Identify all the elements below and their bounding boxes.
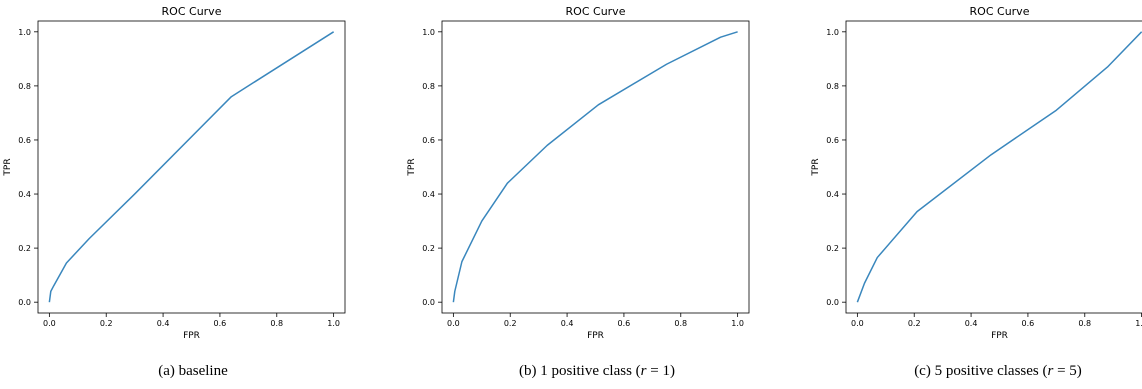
y-tick-label: 1.0 [18, 28, 31, 37]
roc-curve-line [48, 31, 335, 303]
x-tick-label: 0.4 [561, 319, 574, 328]
y-tick-label: 1.0 [826, 28, 839, 37]
x-tick-label: 0.8 [674, 319, 687, 328]
y-tick-label: 0.2 [18, 244, 31, 253]
caption-text: (b) 1 positive class ( [519, 363, 641, 379]
x-tick-label: 0.2 [504, 319, 517, 328]
x-tick-label: 1.0 [1135, 319, 1142, 328]
y-tick-label: 0.8 [18, 82, 31, 91]
roc-panel-1: ROC Curve 0.0 0.2 0.4 0.6 0.8 1.0 0.0 0.2 0.4 0.6 0… [3, 5, 346, 379]
x-axis-label: FPR [183, 331, 200, 341]
chart-title: ROC Curve [970, 5, 1030, 18]
y-axis-label: TPR [3, 158, 13, 176]
y-tick-label: 0.4 [18, 190, 31, 199]
y-tick-label: 0.6 [422, 136, 435, 145]
roc-curve-line [856, 31, 1142, 303]
panel-caption: (c) 5 positive classes (r = 5) [914, 363, 1082, 379]
plot-frame [845, 20, 1142, 314]
panel-caption: (b) 1 positive class (r = 1) [519, 363, 675, 379]
roc-curve-line [452, 31, 738, 303]
x-tick-label: 0.6 [1022, 319, 1035, 328]
x-tick-label: 0.4 [157, 319, 170, 328]
x-tick-label: 0.2 [100, 319, 113, 328]
chart-title: ROC Curve [566, 5, 626, 18]
x-axis-label: FPR [991, 331, 1008, 341]
y-tick-label: 0.0 [18, 298, 31, 307]
x-axis-label: FPR [587, 331, 604, 341]
x-tick-label: 0.8 [1078, 319, 1091, 328]
x-tick-label: 0.0 [43, 319, 56, 328]
panel-caption: (a) baseline [158, 363, 228, 379]
x-tick-label: 0.0 [851, 319, 864, 328]
caption-variable: r [1047, 363, 1053, 379]
y-tick-label: 0.2 [422, 244, 435, 253]
y-axis-label: TPR [811, 158, 821, 176]
plot-frame [37, 20, 346, 314]
roc-panel-2: ROC Curve 0.0 0.2 0.4 0.6 0.8 1.0 0.0 0.2 0.4 0.6 0… [407, 5, 750, 379]
x-tick-label: 0.6 [214, 319, 227, 328]
caption-variable: r [641, 363, 647, 379]
x-tick-label: 0.0 [447, 319, 460, 328]
x-tick-label: 0.4 [965, 319, 978, 328]
chart-title: ROC Curve [162, 5, 222, 18]
roc-panel-3: ROC Curve 0.0 0.2 0.4 0.6 0.8 1.0 0.0 0.2 0.4 0.6 0… [811, 5, 1142, 379]
y-tick-label: 0.4 [422, 190, 435, 199]
y-tick-label: 0.6 [826, 136, 839, 145]
y-tick-label: 1.0 [422, 28, 435, 37]
y-tick-label: 0.2 [826, 244, 839, 253]
y-tick-label: 0.4 [826, 190, 839, 199]
x-tick-label: 0.6 [618, 319, 631, 328]
y-tick-label: 0.0 [422, 298, 435, 307]
caption-text: (a) baseline [158, 363, 228, 379]
caption-suffix: = 5) [1053, 363, 1081, 379]
x-tick-label: 1.0 [731, 319, 744, 328]
y-tick-label: 0.8 [422, 82, 435, 91]
y-axis-label: TPR [407, 158, 417, 176]
y-tick-label: 0.8 [826, 82, 839, 91]
x-tick-label: 0.2 [908, 319, 921, 328]
x-tick-label: 1.0 [327, 319, 340, 328]
x-tick-label: 0.8 [270, 319, 283, 328]
caption-text: (c) 5 positive classes ( [914, 363, 1047, 379]
plot-frame [441, 20, 750, 314]
y-tick-label: 0.6 [18, 136, 31, 145]
y-tick-label: 0.0 [826, 298, 839, 307]
caption-suffix: = 1) [647, 363, 675, 379]
